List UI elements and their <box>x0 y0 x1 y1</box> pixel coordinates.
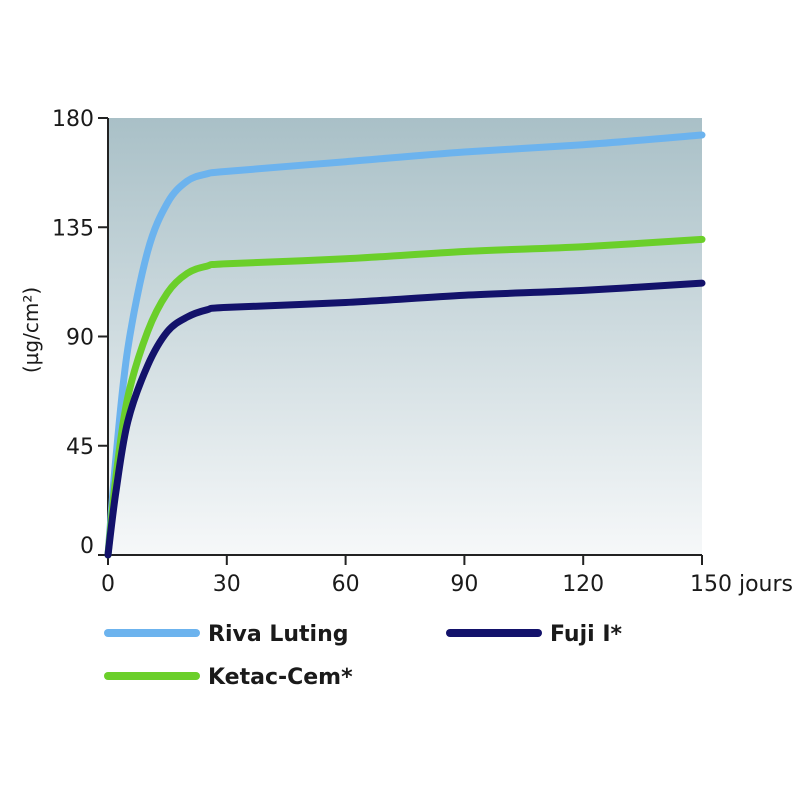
x-tick-label: 60 <box>332 572 360 597</box>
axes: 0 45 90 135 180 0 30 60 90 120 150 jours <box>52 107 793 597</box>
y-axis-label: (µg/cm²) <box>19 287 43 373</box>
series-line-ketac-cem <box>104 235 706 559</box>
series-line-riva-luting <box>104 131 706 559</box>
y-tick-label: 0 <box>80 534 94 559</box>
plot-background <box>108 118 702 555</box>
x-tick-label: 30 <box>213 572 241 597</box>
y-tick-label: 135 <box>52 216 94 241</box>
x-tick-label: 0 <box>101 572 115 597</box>
x-tick-label: 90 <box>450 572 478 597</box>
y-tick-label: 180 <box>52 107 94 132</box>
x-tick-label: 120 <box>562 572 604 597</box>
y-tick-label: 90 <box>66 326 94 351</box>
series-lines <box>104 131 706 559</box>
legend-label: Ketac-Cem* <box>208 665 353 690</box>
y-tick-label: 45 <box>66 435 94 460</box>
legend-label: Fuji I* <box>550 622 623 647</box>
legend: Riva Luting Ketac-Cem* Fuji I* <box>104 622 623 690</box>
x-tick-label: 150 jours <box>690 572 793 597</box>
series-line-fuji-i <box>104 279 706 559</box>
legend-label: Riva Luting <box>208 622 348 647</box>
